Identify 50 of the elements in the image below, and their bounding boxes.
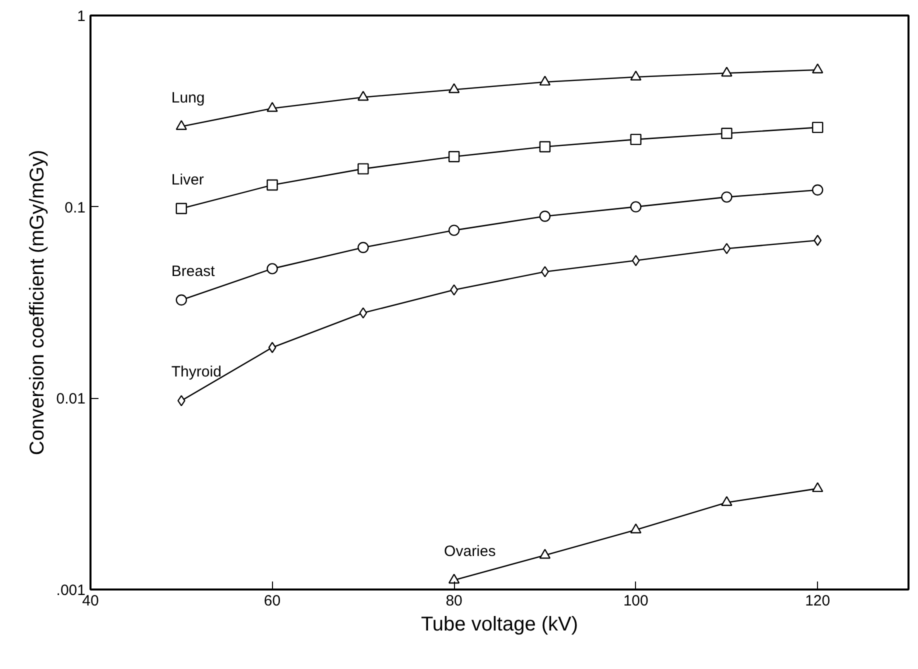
point [448,151,460,162]
point [358,163,369,174]
point [721,128,732,139]
point [448,83,460,94]
point [721,66,732,77]
series-label: Thyroid [171,364,222,381]
point [630,201,642,212]
point [176,120,187,130]
point [630,523,642,534]
point [812,482,824,492]
x-axis-title: Tube voltage (kV) [420,614,578,636]
point [812,122,824,134]
point [721,496,732,506]
x-tick-label: 60 [264,592,281,610]
point [266,102,278,112]
y-tick-label: 1 [77,8,86,25]
point [448,574,460,584]
point [177,395,186,406]
y-tick-label: 0.01 [56,390,86,408]
point [630,134,642,146]
point [632,254,640,266]
point [630,70,642,80]
series-label: Lung [171,89,205,106]
point [176,294,187,306]
point [176,202,187,214]
x-tick-label: 120 [805,592,830,610]
point [814,234,822,246]
series-label: Liver [171,172,204,189]
point [359,307,368,319]
point [266,179,278,191]
y-tick-label: 0.1 [64,199,86,216]
point [539,76,551,86]
point [812,184,824,196]
point [268,342,276,354]
point [266,263,278,274]
series-label: Ovaries [444,543,496,560]
point [358,90,369,101]
point [448,224,460,236]
point [722,242,731,254]
series-label: Breast [171,262,216,280]
point [358,242,369,254]
point [721,191,732,203]
point [539,210,551,222]
point [812,63,824,74]
y-tick-label: .001 [56,582,86,599]
x-tick-label: 80 [446,592,462,610]
point [539,548,551,559]
x-tick-label: 100 [623,592,648,610]
y-axis-title: Conversion coefficient (mGy/mGy) [26,150,48,456]
point [539,141,551,152]
